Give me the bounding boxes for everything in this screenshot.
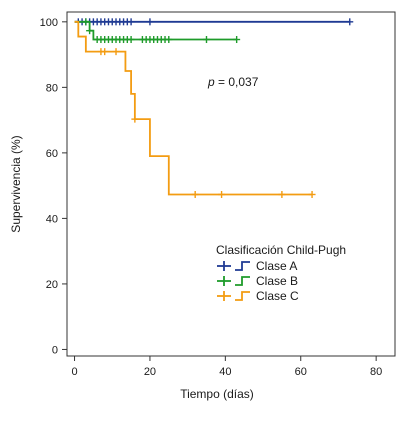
legend-item-clase-a: Clase A: [217, 259, 297, 273]
p-value-symbol: p: [207, 75, 215, 89]
censor-mark: [101, 48, 109, 56]
x-tick-label: 0: [71, 366, 77, 378]
y-axis-label: Supervivencia (%): [9, 135, 23, 232]
series-clase-b: [74, 18, 241, 44]
x-tick-label: 20: [144, 366, 156, 378]
y-tick-label: 60: [46, 148, 58, 160]
censor-mark: [308, 190, 316, 198]
y-tick-label: 20: [46, 279, 58, 291]
series-clase-c: [74, 20, 316, 198]
legend-label: Clase A: [256, 259, 297, 273]
x-tick-label: 80: [370, 366, 382, 378]
x-tick-label: 60: [295, 366, 307, 378]
censor-mark: [131, 115, 139, 123]
plot-area: [66, 11, 396, 357]
legend-step-swatch: [235, 291, 250, 301]
y-tick-label: 0: [52, 344, 58, 356]
censor-mark: [191, 190, 199, 198]
axes-layer: 0 20 40 60 80 0 20 40 60 80 100 Tiempo (días) Superv…: [9, 17, 382, 401]
censor-mark: [218, 190, 226, 198]
censor-mark: [127, 36, 135, 44]
y-tick-label: 40: [46, 213, 58, 225]
censor-mark: [346, 18, 354, 26]
survival-curve: [74, 20, 237, 41]
y-tick-label: 100: [40, 17, 58, 29]
x-tick-label: 40: [219, 366, 231, 378]
censor-mark: [112, 48, 120, 56]
censor-mark: [165, 36, 173, 44]
p-value-annotation: p = 0,037: [207, 75, 259, 89]
censor-mark: [146, 18, 154, 26]
legend-step-swatch: [235, 261, 250, 271]
series-layer: [74, 18, 354, 198]
legend-label: Clase C: [256, 289, 299, 303]
legend-item-clase-c: Clase C: [217, 289, 299, 303]
legend-label: Clase B: [256, 274, 298, 288]
legend-step-swatch: [235, 276, 250, 286]
censor-mark: [86, 27, 94, 35]
x-axis-label: Tiempo (días): [180, 387, 254, 401]
censor-mark: [233, 36, 241, 44]
legend-title: Clasificación Child-Pugh: [216, 243, 346, 257]
survival-curve: [74, 20, 313, 196]
series-clase-a: [74, 18, 354, 26]
p-value-text: = 0,037: [215, 75, 259, 89]
censor-mark: [82, 18, 90, 26]
plot-frame: [66, 11, 396, 357]
censor-mark: [127, 18, 135, 26]
y-tick-label: 80: [46, 82, 58, 94]
censor-mark: [278, 190, 286, 198]
legend-item-clase-b: Clase B: [217, 274, 298, 288]
censor-mark: [202, 36, 210, 44]
